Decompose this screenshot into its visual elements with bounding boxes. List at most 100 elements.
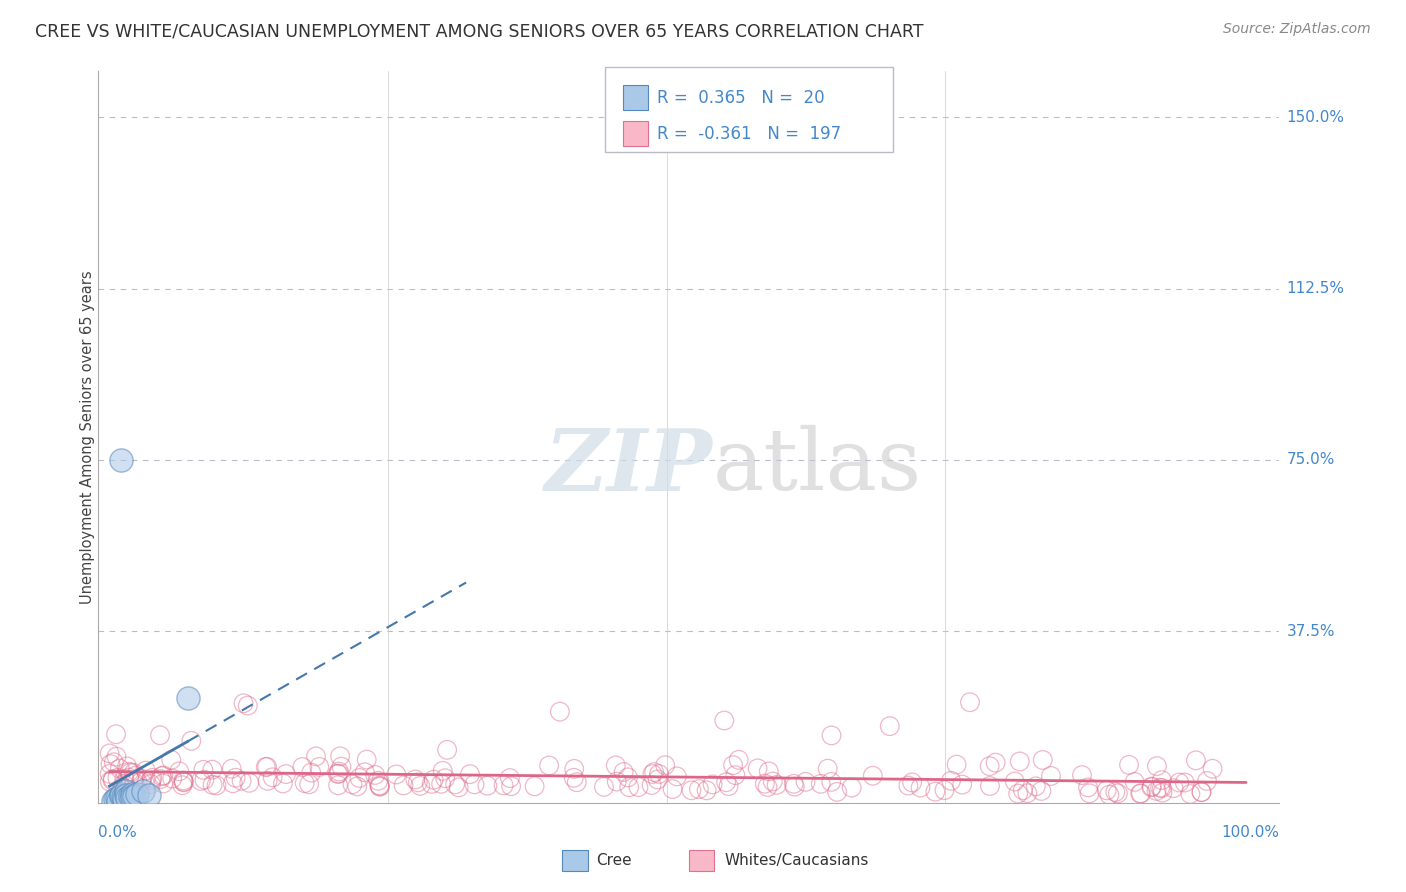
Point	[619, 780, 641, 794]
Point	[794, 775, 817, 789]
Point	[1007, 787, 1029, 801]
Point	[103, 756, 125, 770]
Point	[548, 705, 571, 719]
Point	[152, 776, 174, 790]
Point	[765, 778, 787, 792]
Point	[112, 777, 135, 791]
Point	[238, 776, 260, 790]
Point	[463, 777, 485, 791]
Point	[724, 768, 747, 782]
Point	[432, 764, 454, 778]
Point	[135, 764, 157, 778]
Point	[1163, 781, 1185, 796]
Point	[111, 790, 134, 805]
Text: atlas: atlas	[713, 425, 922, 508]
Point	[762, 774, 785, 789]
Point	[118, 764, 141, 779]
Point	[1201, 762, 1223, 776]
Text: Source: ZipAtlas.com: Source: ZipAtlas.com	[1223, 22, 1371, 37]
Point	[783, 780, 806, 794]
Point	[105, 771, 128, 785]
Text: ZIP: ZIP	[544, 425, 713, 508]
Point	[1107, 786, 1129, 800]
Point	[606, 774, 628, 789]
Point	[121, 787, 143, 801]
Text: 37.5%: 37.5%	[1286, 624, 1334, 639]
Point	[152, 768, 174, 782]
Point	[1098, 788, 1121, 802]
Point	[121, 790, 143, 805]
Point	[665, 769, 688, 783]
Point	[647, 772, 669, 787]
Text: Cree: Cree	[596, 854, 631, 868]
Point	[101, 793, 124, 807]
Point	[1071, 768, 1094, 782]
Point	[756, 780, 779, 794]
Point	[385, 767, 408, 781]
Point	[392, 779, 415, 793]
Point	[1104, 785, 1126, 799]
Point	[205, 779, 228, 793]
Point	[173, 775, 195, 789]
Point	[127, 787, 149, 801]
Point	[299, 765, 322, 780]
Point	[342, 777, 364, 791]
Point	[648, 767, 671, 781]
Point	[1077, 780, 1099, 795]
Point	[305, 749, 328, 764]
Point	[681, 783, 703, 797]
Point	[434, 771, 457, 785]
Point	[562, 771, 585, 785]
Point	[945, 757, 967, 772]
Point	[879, 719, 901, 733]
Point	[298, 777, 321, 791]
Point	[1191, 785, 1213, 799]
Point	[149, 728, 172, 742]
Point	[115, 784, 138, 798]
Point	[1004, 774, 1026, 789]
Point	[1150, 773, 1173, 788]
Text: CREE VS WHITE/CAUCASIAN UNEMPLOYMENT AMONG SENIORS OVER 65 YEARS CORRELATION CHA: CREE VS WHITE/CAUCASIAN UNEMPLOYMENT AMO…	[35, 22, 924, 40]
Point	[110, 787, 132, 801]
Point	[127, 774, 149, 789]
Point	[150, 769, 173, 783]
Point	[131, 772, 153, 786]
Point	[643, 765, 665, 780]
Point	[326, 767, 349, 781]
Point	[477, 779, 499, 793]
Point	[897, 779, 920, 793]
Point	[172, 778, 194, 792]
Point	[501, 779, 523, 793]
Point	[112, 792, 135, 806]
Point	[825, 785, 848, 799]
Point	[1118, 757, 1140, 772]
Point	[101, 773, 124, 788]
Text: 75.0%: 75.0%	[1286, 452, 1334, 467]
Point	[939, 773, 962, 788]
Point	[231, 773, 253, 788]
Point	[1146, 784, 1168, 798]
Point	[910, 780, 932, 795]
Point	[149, 772, 172, 786]
Point	[132, 784, 155, 798]
Point	[201, 778, 224, 792]
Point	[613, 764, 636, 779]
Point	[262, 770, 284, 784]
Point	[232, 696, 254, 710]
Point	[727, 753, 749, 767]
Point	[696, 783, 718, 797]
Point	[364, 768, 387, 782]
Text: Whites/Caucasians: Whites/Caucasians	[724, 854, 869, 868]
Point	[688, 782, 710, 797]
Point	[222, 776, 245, 790]
Point	[193, 772, 215, 787]
Point	[758, 764, 780, 779]
Point	[368, 779, 391, 793]
Point	[104, 792, 127, 806]
Point	[139, 777, 162, 791]
Point	[236, 698, 259, 713]
Point	[979, 759, 1001, 773]
Point	[924, 785, 946, 799]
Point	[593, 780, 616, 794]
Point	[714, 775, 737, 789]
